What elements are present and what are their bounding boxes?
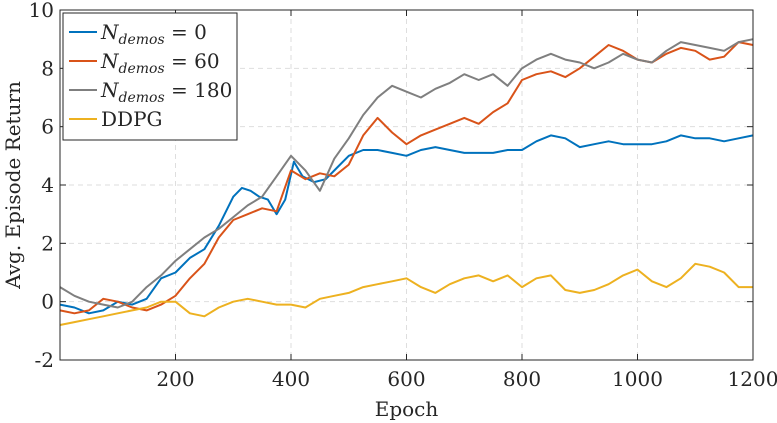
series-line-3 bbox=[59, 262, 753, 326]
x-tick-label: 1200 bbox=[728, 367, 777, 391]
axis-ticks: 200 400 600 800 1000 1200 -2 0 2 4 6 8 10 bbox=[29, 0, 777, 391]
x-axis-label: Epoch bbox=[375, 397, 439, 421]
y-tick-label: 4 bbox=[41, 173, 54, 197]
y-tick-label: 2 bbox=[41, 231, 54, 255]
y-tick-label: 10 bbox=[29, 0, 54, 22]
x-tick-label: 200 bbox=[156, 367, 194, 391]
legend-entry: Ndemos = 0 bbox=[100, 20, 207, 48]
y-tick-label: 8 bbox=[41, 56, 54, 80]
legend-entry: Ndemos = 60 bbox=[100, 49, 220, 77]
y-tick-label: -2 bbox=[35, 348, 54, 372]
legend-entry: Ndemos = 180 bbox=[100, 78, 232, 106]
series-lines bbox=[59, 38, 754, 326]
y-tick-label: 6 bbox=[41, 115, 54, 139]
x-tick-label: 400 bbox=[272, 367, 310, 391]
x-tick-label: 800 bbox=[503, 367, 541, 391]
series-line-2 bbox=[59, 38, 754, 309]
legend-entry: DDPG bbox=[101, 107, 163, 131]
x-tick-label: 600 bbox=[387, 367, 425, 391]
series-line-0 bbox=[59, 134, 754, 315]
x-tick-label: 1000 bbox=[612, 367, 663, 391]
y-axis-label: Avg. Episode Return bbox=[1, 81, 25, 290]
y-tick-label: 0 bbox=[41, 290, 54, 314]
